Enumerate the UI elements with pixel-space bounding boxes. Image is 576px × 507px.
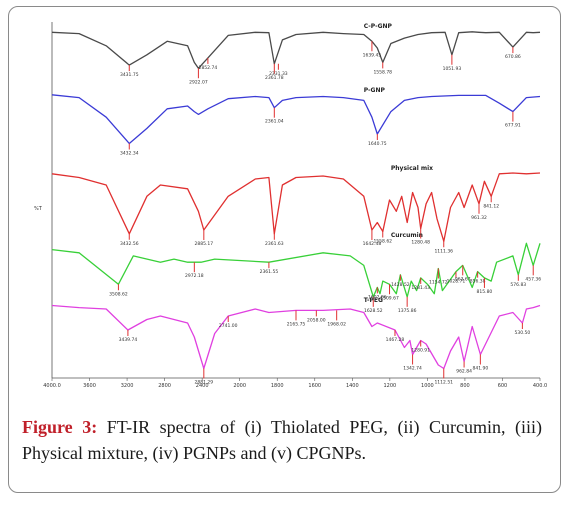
series-line [51,31,541,69]
x-tick-label: 2800 [158,383,171,389]
peak-label: 670.86 [505,54,521,60]
peak-label: 457.36 [525,276,541,282]
series-line [51,242,541,298]
x-tick-label: 1000 [421,383,434,389]
figure-frame [8,6,561,493]
series-line [51,304,541,370]
peak-label: 1639.45 [363,52,382,58]
peak-label: 1280.48 [411,240,430,246]
x-tick-label: 2400 [196,383,209,389]
series-name-label: Physical mix [391,165,433,172]
y-axis-label: %T [34,206,43,212]
peak-label: 1342.74 [403,366,422,372]
peak-label: 1628.52 [364,308,383,314]
series-line [51,94,541,145]
series-name-label: Curcumin [391,232,423,239]
peak-label: 841.12 [483,203,499,209]
peak-label: 1028.71 [447,279,466,285]
peak-label: 576.83 [510,282,526,288]
peak-label: 1111.36 [434,248,453,254]
peak-label: 962.84 [456,369,472,375]
series-name-label: T-PEG [364,297,383,304]
peak-label: 2331.33 [269,71,288,77]
peak-label: 2361.55 [260,269,279,275]
peak-label: 1281.43 [411,285,430,291]
peak-label: 1112.51 [434,380,453,386]
peak-label: 856.38 [470,279,486,285]
peak-label: 1558.62 [373,239,392,245]
series-name-label: C-P-GNP [364,23,393,30]
peak-label: 1642.48 [363,241,382,247]
x-tick-label: 600 [498,383,508,389]
peak-label: 2741.00 [219,323,238,329]
x-tick-label: 2000 [233,383,246,389]
peak-label: 3432.34 [120,151,139,157]
peak-label: 1428.52 [391,282,410,288]
x-tick-label: 3600 [83,383,96,389]
peak-label: 1968.02 [327,321,346,327]
peak-label: 2852.74 [199,65,218,71]
peak-label: 3431.75 [120,72,139,78]
x-tick-label: 800 [460,383,470,389]
figure-caption-text: FT-IR spectra of (i) Thiolated PEG, (ii)… [22,417,542,463]
peak-label: 2058.00 [307,317,326,323]
peak-label: 2881.29 [195,380,214,386]
figure-caption: Figure 3: FT-IR spectra of (i) Thiolated… [22,414,542,466]
peak-label: 1509.67 [380,295,399,301]
peak-label: 963.67 [455,276,471,282]
peak-label: 841.90 [472,366,488,372]
series-line [51,172,541,242]
figure-caption-label: Figure 3: [22,417,98,437]
peak-label: 2361.63 [265,241,284,247]
peak-label: 1602.86 [368,294,387,300]
peak-label: 815.80 [477,289,493,295]
peak-label: 3508.62 [109,291,128,297]
x-tick-label: 1800 [271,383,284,389]
x-tick-label: 3200 [121,383,134,389]
peak-label: 530.50 [515,330,531,336]
x-tick-label: 1600 [308,383,321,389]
peak-label: 677.91 [505,123,521,129]
peak-label: 2361.78 [265,75,284,81]
peak-label: 3439.74 [119,337,138,343]
peak-label: 1640.75 [368,141,387,147]
peak-label: 1280.91 [411,348,430,354]
x-tick-label: 1200 [383,383,396,389]
x-tick-label: 1400 [346,383,359,389]
x-tick-label: 400.0 [533,383,547,389]
peak-label: 3432.56 [120,241,139,247]
series-name-label: P-GNP [364,87,386,94]
peak-label: 2885.17 [195,241,214,247]
peak-label: 2361.04 [265,119,284,125]
peak-label: 1375.86 [398,308,417,314]
peak-label: 1467.28 [386,337,405,343]
peak-label: 1051.93 [443,66,462,72]
peak-label: 2972.18 [185,273,204,279]
peak-label: 2922.07 [189,79,208,85]
peak-label: 2165.75 [287,321,306,327]
peak-label: 961.32 [471,215,487,221]
peak-label: 1558.78 [373,69,392,75]
x-tick-label: 4000.0 [43,383,61,389]
peak-label: 1154.72 [429,280,448,286]
